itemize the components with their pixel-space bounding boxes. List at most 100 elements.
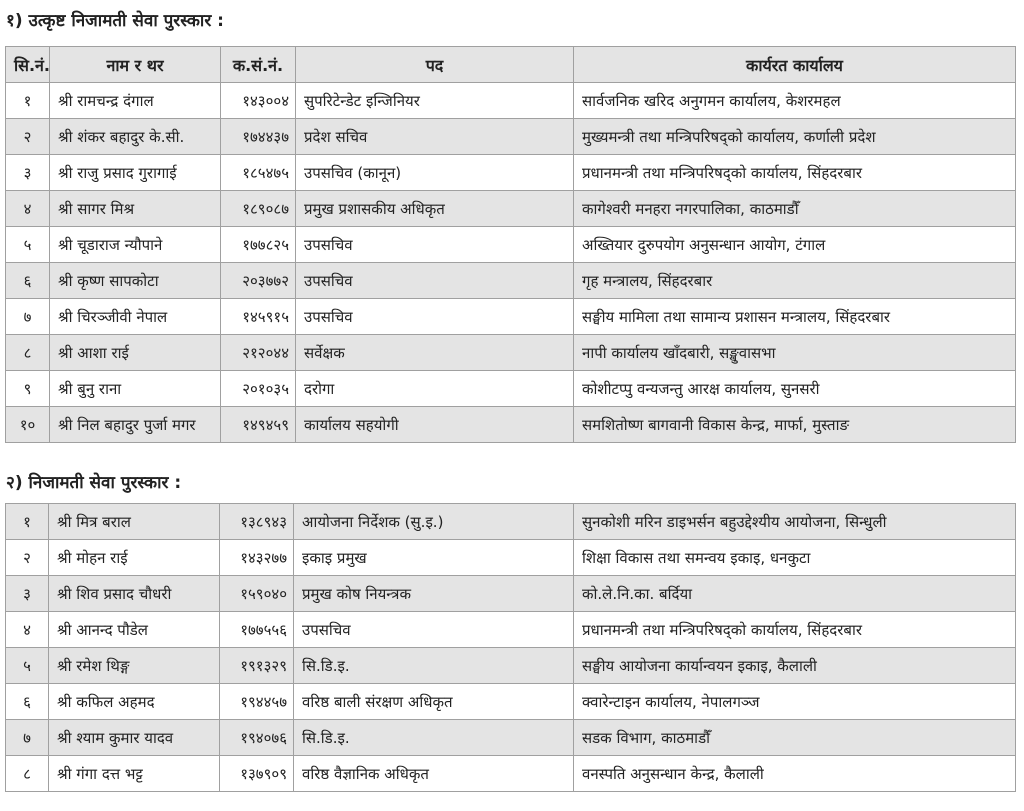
cell-sn: ५ (5, 647, 49, 684)
header-office: कार्यरत कार्यालय (573, 46, 1016, 83)
cell-name: श्री रमेश थिङ्ग (48, 647, 220, 684)
table-row: ३ श्री शिव प्रसाद चौधरी १५९०४० प्रमुख कोष न… (5, 575, 1016, 612)
cell-sn: १ (5, 82, 50, 119)
table-row: ४ श्री आनन्द पौडेल १७७५५६ उपसचिव प्रधानमन्त्… (5, 611, 1016, 648)
cell-name: श्री आनन्द पौडेल (48, 611, 220, 648)
table-row: ७ श्री श्याम कुमार यादव १९४०७६ सि.डि.इ. सडक … (5, 719, 1016, 756)
cell-sn: २ (5, 539, 49, 576)
table-row: १० श्री निल बहादुर पुर्जा मगर १४९४५९ कार्या… (5, 406, 1016, 443)
cell-post: आयोजना निर्देशक (सु.इ.) (293, 503, 574, 540)
cell-name: श्री आशा राई (49, 334, 221, 371)
cell-name: श्री शंकर बहादुर के.सी. (49, 118, 221, 155)
cell-post: उपसचिव (295, 226, 574, 263)
cell-post: उपसचिव (कानून) (295, 154, 574, 191)
table-row: ८ श्री गंगा दत्त भट्ट १३७९०९ वरिष्ठ वैज्ञान… (5, 755, 1016, 792)
cell-id: १५९०४० (219, 575, 294, 612)
cell-id: १४३००४ (220, 82, 296, 119)
cell-office: गृह मन्त्रालय, सिंहदरबार (573, 262, 1016, 299)
cell-office: अख्तियार दुरुपयोग अनुसन्धान आयोग, टंगाल (573, 226, 1016, 263)
cell-sn: ४ (5, 611, 49, 648)
table-row: १ श्री मित्र बराल १३८९४३ आयोजना निर्देशक (स… (5, 503, 1016, 540)
cell-sn: ७ (5, 298, 50, 335)
cell-sn: १ (5, 503, 49, 540)
table-header: सि.नं. नाम र थर क.सं.नं. पद कार्यरत कार्… (5, 46, 1016, 83)
table-row: ७ श्री चिरञ्जीवी नेपाल १४५९१५ उपसचिव सङ्घीय … (5, 298, 1016, 335)
table-row: ४ श्री सागर मिश्र १८९०८७ प्रमुख प्रशासकीय अ… (5, 190, 1016, 227)
cell-name: श्री कृष्ण सापकोटा (49, 262, 221, 299)
cell-office: समशितोष्ण बागवानी विकास केन्द्र, मार्फा,… (573, 406, 1016, 443)
header-name: नाम र थर (49, 46, 221, 83)
cell-office: प्रधानमन्त्री तथा मन्त्रिपरिषद्को कार्या… (573, 611, 1016, 648)
cell-office: सङ्घीय आयोजना कार्यान्वयन इकाइ, कैलाली (573, 647, 1016, 684)
cell-id: १९४४५७ (219, 683, 294, 720)
award-table-2: १ श्री मित्र बराल १३८९४३ आयोजना निर्देशक (स… (5, 503, 1016, 792)
cell-id: १३७९०९ (219, 755, 294, 792)
cell-office: क्वारेन्टाइन कार्यालय, नेपालगञ्ज (573, 683, 1016, 720)
cell-name: श्री मोहन राई (48, 539, 220, 576)
cell-id: २०३७७२ (220, 262, 296, 299)
cell-name: श्री चूडाराज न्यौपाने (49, 226, 221, 263)
cell-office: सडक विभाग, काठमाडौँ (573, 719, 1016, 756)
cell-post: सि.डि.इ. (293, 719, 574, 756)
table-row: ८ श्री आशा राई २१२०४४ सर्वेक्षक नापी कार्याल… (5, 334, 1016, 371)
cell-sn: ६ (5, 683, 49, 720)
cell-post: प्रमुख प्रशासकीय अधिकृत (295, 190, 574, 227)
table-row: २ श्री शंकर बहादुर के.सी. १७४४३७ प्रदेश सचि… (5, 118, 1016, 155)
cell-name: श्री बुनु राना (49, 370, 221, 407)
cell-post: प्रमुख कोष नियन्त्रक (293, 575, 574, 612)
section1-title: १) उत्कृष्ट निजामती सेवा पुरस्कार : (6, 11, 224, 31)
cell-name: श्री सागर मिश्र (49, 190, 221, 227)
cell-name: श्री कफिल अहमद (48, 683, 220, 720)
cell-post: प्रदेश सचिव (295, 118, 574, 155)
table-row: ५ श्री रमेश थिङ्ग १९१३२९ सि.डि.इ. सङ्घीय आयो… (5, 647, 1016, 684)
section2-title: २) निजामती सेवा पुरस्कार : (6, 473, 182, 493)
cell-name: श्री शिव प्रसाद चौधरी (48, 575, 220, 612)
cell-name: श्री रामचन्द्र दंगाल (49, 82, 221, 119)
cell-office: शिक्षा विकास तथा समन्वय इकाइ, धनकुटा (573, 539, 1016, 576)
cell-id: २०१०३५ (220, 370, 296, 407)
cell-sn: २ (5, 118, 50, 155)
award-table-1: सि.नं. नाम र थर क.सं.नं. पद कार्यरत कार्… (5, 46, 1016, 443)
table-row: ६ श्री कृष्ण सापकोटा २०३७७२ उपसचिव गृह मन्त्… (5, 262, 1016, 299)
cell-sn: ८ (5, 755, 49, 792)
cell-id: १८५४७५ (220, 154, 296, 191)
cell-office: कागेश्वरी मनहरा नगरपालिका, काठमाडौँ (573, 190, 1016, 227)
cell-post: उपसचिव (295, 262, 574, 299)
header-sn: सि.नं. (5, 46, 50, 83)
table-row: ९ श्री बुनु राना २०१०३५ दरोगा कोशीटप्पु वन्य… (5, 370, 1016, 407)
cell-office: को.ले.नि.का. बर्दिया (573, 575, 1016, 612)
cell-id: १९१३२९ (219, 647, 294, 684)
table-row: ६ श्री कफिल अहमद १९४४५७ वरिष्ठ बाली संरक्षण… (5, 683, 1016, 720)
cell-post: वरिष्ठ बाली संरक्षण अधिकृत (293, 683, 574, 720)
table-row: १ श्री रामचन्द्र दंगाल १४३००४ सुपरिटेन्डेट … (5, 82, 1016, 119)
cell-id: १८९०८७ (220, 190, 296, 227)
cell-office: सुनकोशी मरिन डाइभर्सन बहुउद्देश्यीय आयोज… (573, 503, 1016, 540)
cell-sn: ५ (5, 226, 50, 263)
cell-post: इकाइ प्रमुख (293, 539, 574, 576)
cell-office: कोशीटप्पु वन्यजन्तु आरक्ष कार्यालय, सुनस… (573, 370, 1016, 407)
cell-sn: ८ (5, 334, 50, 371)
cell-id: १४९४५९ (220, 406, 296, 443)
cell-office: सङ्घीय मामिला तथा सामान्य प्रशासन मन्त्र… (573, 298, 1016, 335)
cell-office: मुख्यमन्त्री तथा मन्त्रिपरिषद्को कार्याल… (573, 118, 1016, 155)
cell-id: १४३२७७ (219, 539, 294, 576)
cell-post: सि.डि.इ. (293, 647, 574, 684)
cell-sn: ३ (5, 154, 50, 191)
cell-post: कार्यालय सहयोगी (295, 406, 574, 443)
header-post: पद (295, 46, 574, 83)
cell-post: सर्वेक्षक (295, 334, 574, 371)
cell-name: श्री चिरञ्जीवी नेपाल (49, 298, 221, 335)
cell-sn: ६ (5, 262, 50, 299)
cell-name: श्री राजु प्रसाद गुरागाई (49, 154, 221, 191)
cell-sn: ३ (5, 575, 49, 612)
cell-post: उपसचिव (293, 611, 574, 648)
cell-post: दरोगा (295, 370, 574, 407)
table-row: २ श्री मोहन राई १४३२७७ इकाइ प्रमुख शिक्षा वि… (5, 539, 1016, 576)
cell-office: सार्वजनिक खरिद अनुगमन कार्यालय, केशरमहल (573, 82, 1016, 119)
cell-sn: ७ (5, 719, 49, 756)
cell-id: २१२०४४ (220, 334, 296, 371)
cell-id: १९४०७६ (219, 719, 294, 756)
cell-name: श्री गंगा दत्त भट्ट (48, 755, 220, 792)
cell-office: नापी कार्यालय खाँदबारी, सङ्खुवासभा (573, 334, 1016, 371)
cell-id: १४५९१५ (220, 298, 296, 335)
